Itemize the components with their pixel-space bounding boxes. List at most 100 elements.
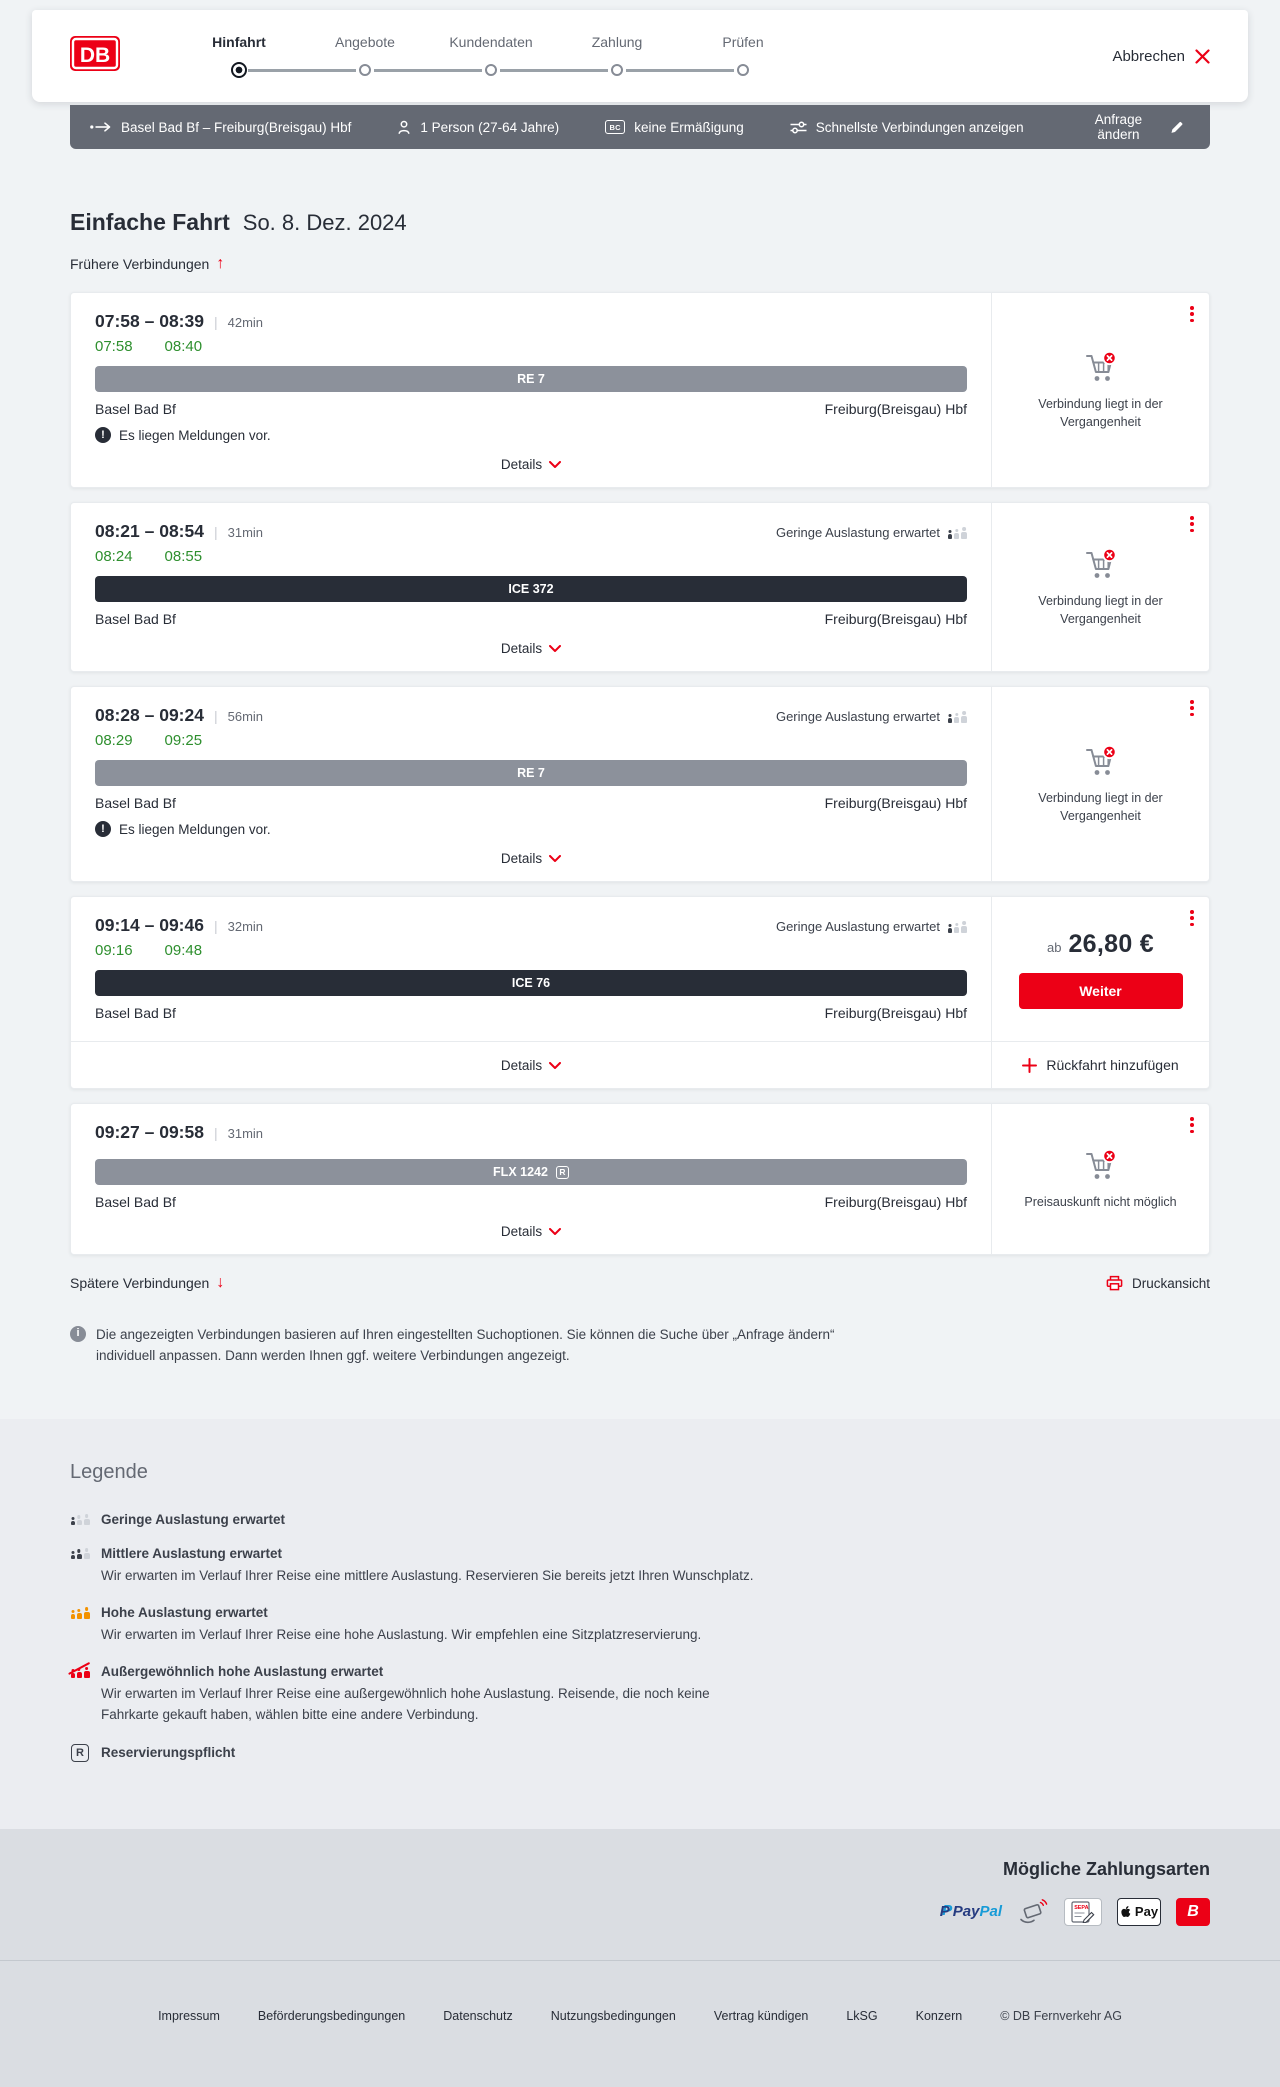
bahn-payment-icon: B — [1176, 1897, 1210, 1926]
sort-connections-icon — [790, 121, 807, 133]
footer-link-befoerderungsbedingungen[interactable]: Beförderungsbedingungen — [257, 2008, 406, 2023]
connection-main: 09:14 – 09:46 | 32min Geringe Auslastung… — [71, 897, 991, 1041]
close-icon — [1195, 48, 1210, 64]
more-options-button[interactable] — [1186, 302, 1198, 326]
connection-bottom-row: Details — [71, 1041, 991, 1088]
details-label: Details — [500, 1057, 543, 1073]
step-hinfahrt[interactable]: Hinfahrt — [176, 34, 302, 78]
pencil-icon — [1171, 121, 1183, 133]
realtime-arrival: 09:25 — [164, 732, 203, 749]
later-connections-link[interactable]: Spätere Verbindungen ↓ — [70, 1274, 225, 1292]
earlier-connections-link[interactable]: Frühere Verbindungen ↑ — [70, 255, 225, 273]
alert-icon: ! — [95, 821, 111, 837]
add-return-button[interactable]: Rückfahrt hinzufügen — [1016, 1056, 1184, 1074]
details-toggle[interactable]: Details — [495, 1057, 567, 1074]
later-connections-label: Spätere Verbindungen — [70, 1275, 210, 1291]
details-toggle[interactable]: Details — [495, 456, 567, 473]
occupancy-low-icon — [948, 711, 967, 723]
more-options-button[interactable] — [1186, 696, 1198, 720]
chevron-down-icon — [549, 1061, 562, 1069]
occupancy-label: Geringe Auslastung erwartet — [775, 709, 940, 724]
legend-label: Reservierungspflicht — [101, 1745, 236, 1761]
details-label: Details — [500, 1224, 543, 1239]
connection-times: 08:21 – 08:54 — [95, 521, 204, 541]
cart-unavailable-icon — [1085, 1148, 1117, 1179]
realtime-departure: 08:24 — [95, 548, 133, 565]
occupancy-low-icon — [948, 921, 967, 933]
realtime-times: 09:16 09:48 — [95, 942, 967, 959]
connection-main: 09:27 – 09:58 | 31min FLX 1242 R Basel B… — [71, 1104, 991, 1254]
footer-link-vertrag-kuendigen[interactable]: Vertrag kündigen — [713, 2008, 809, 2023]
print-view-link[interactable]: Druckansicht — [1106, 1275, 1210, 1291]
details-toggle[interactable]: Details — [495, 640, 567, 657]
origin-station: Basel Bad Bf — [95, 401, 176, 417]
separator: | — [213, 918, 218, 934]
step-dot-icon — [485, 64, 497, 76]
step-dot-icon — [359, 64, 371, 76]
details-toggle[interactable]: Details — [495, 850, 567, 867]
add-return-cell: Rückfahrt hinzufügen — [991, 1041, 1209, 1088]
connection-duration: 56min — [227, 709, 264, 724]
messages-notice-label: Es liegen Meldungen vor. — [119, 427, 271, 443]
legend-label: Geringe Auslastung erwartet — [101, 1511, 286, 1527]
realtime-departure: 09:16 — [95, 942, 133, 959]
continue-button[interactable]: Weiter — [1018, 972, 1183, 1009]
legend-item-reservation-required: R Reservierungspflicht — [70, 1743, 1210, 1762]
messages-notice: ! Es liegen Meldungen vor. — [95, 427, 967, 443]
step-angebote[interactable]: Angebote — [248, 34, 428, 78]
connection-duration: 32min — [227, 919, 264, 934]
occupancy-medium-icon — [70, 1547, 90, 1560]
connection-main: 07:58 – 08:39 | 42min 07:58 08:40 RE 7 B… — [71, 293, 991, 487]
header: DB Hinfahrt Angebote Kundendaten Zahlung… — [32, 10, 1248, 102]
step-dot-active-icon — [231, 62, 247, 78]
db-logo[interactable]: DB — [70, 36, 120, 76]
legend-description: Wir erwarten im Verlauf Ihrer Reise eine… — [101, 1627, 702, 1643]
step-label: Angebote — [335, 34, 395, 50]
details-toggle[interactable]: Details — [495, 1223, 567, 1240]
train-line-bar: RE 7 — [95, 760, 967, 786]
train-line-bar: FLX 1242 R — [95, 1159, 967, 1185]
destination-station: Freiburg(Breisgau) Hbf — [824, 611, 967, 627]
footer-link-nutzungsbedingungen[interactable]: Nutzungsbedingungen — [550, 2008, 676, 2023]
more-options-button[interactable] — [1186, 1113, 1198, 1137]
train-label: ICE 76 — [511, 976, 551, 990]
step-zahlung[interactable]: Zahlung — [500, 34, 680, 78]
realtime-arrival: 08:55 — [164, 548, 203, 565]
more-options-button[interactable] — [1186, 906, 1198, 930]
origin-station: Basel Bad Bf — [95, 1005, 176, 1021]
legend-description: Wir erwarten im Verlauf Ihrer Reise eine… — [101, 1567, 754, 1583]
travel-date: So. 8. Dez. 2024 — [242, 210, 407, 235]
footer-link-impressum[interactable]: Impressum — [158, 2008, 220, 2023]
search-options-note-text: Die angezeigten Verbindungen basieren au… — [96, 1327, 835, 1363]
train-label: ICE 372 — [508, 582, 554, 596]
edit-request-button[interactable]: Anfrage ändern — [1070, 111, 1190, 143]
connection-side-panel: ab 26,80 € Weiter — [991, 897, 1209, 1041]
legend-section: Legende Geringe Auslastung erwartet — [0, 1418, 1280, 1829]
step-pruefen[interactable]: Prüfen — [626, 34, 806, 78]
edit-request-label: Anfrage ändern — [1094, 112, 1143, 142]
price-prefix: ab — [1047, 939, 1062, 955]
footer-link-konzern[interactable]: Konzern — [915, 2008, 963, 2023]
arrow-up-icon: ↑ — [216, 255, 225, 272]
realtime-departure: 08:29 — [95, 732, 133, 749]
footer-link-lksg[interactable]: LkSG — [846, 2008, 878, 2023]
legend-item-exceptional-occupancy: Außergewöhnlich hohe Auslastung erwartet… — [70, 1664, 1210, 1725]
origin-station: Basel Bad Bf — [95, 1194, 176, 1210]
more-options-button[interactable] — [1186, 512, 1198, 536]
occupancy-low-icon — [70, 1513, 90, 1526]
footer-link-datenschutz[interactable]: Datenschutz — [443, 2008, 513, 2023]
cancel-button[interactable]: Abbrechen — [1112, 48, 1210, 65]
step-label: Kundendaten — [449, 34, 533, 50]
step-kundendaten[interactable]: Kundendaten — [374, 34, 554, 78]
train-line-bar: ICE 372 — [95, 576, 967, 602]
realtime-times: 08:24 08:55 — [95, 548, 967, 565]
legend-label: Hohe Auslastung erwartet — [101, 1605, 268, 1621]
summary-route-label: Basel Bad Bf – Freiburg(Breisgau) Hbf — [121, 119, 352, 135]
origin-station: Basel Bad Bf — [95, 795, 176, 811]
connection-duration: 42min — [227, 315, 264, 330]
cancel-label: Abbrechen — [1112, 47, 1185, 65]
connection-card-5: 09:27 – 09:58 | 31min FLX 1242 R Basel B… — [70, 1103, 1210, 1255]
realtime-times: 07:58 08:40 — [95, 338, 967, 355]
arrow-down-icon: ↓ — [216, 1274, 225, 1291]
